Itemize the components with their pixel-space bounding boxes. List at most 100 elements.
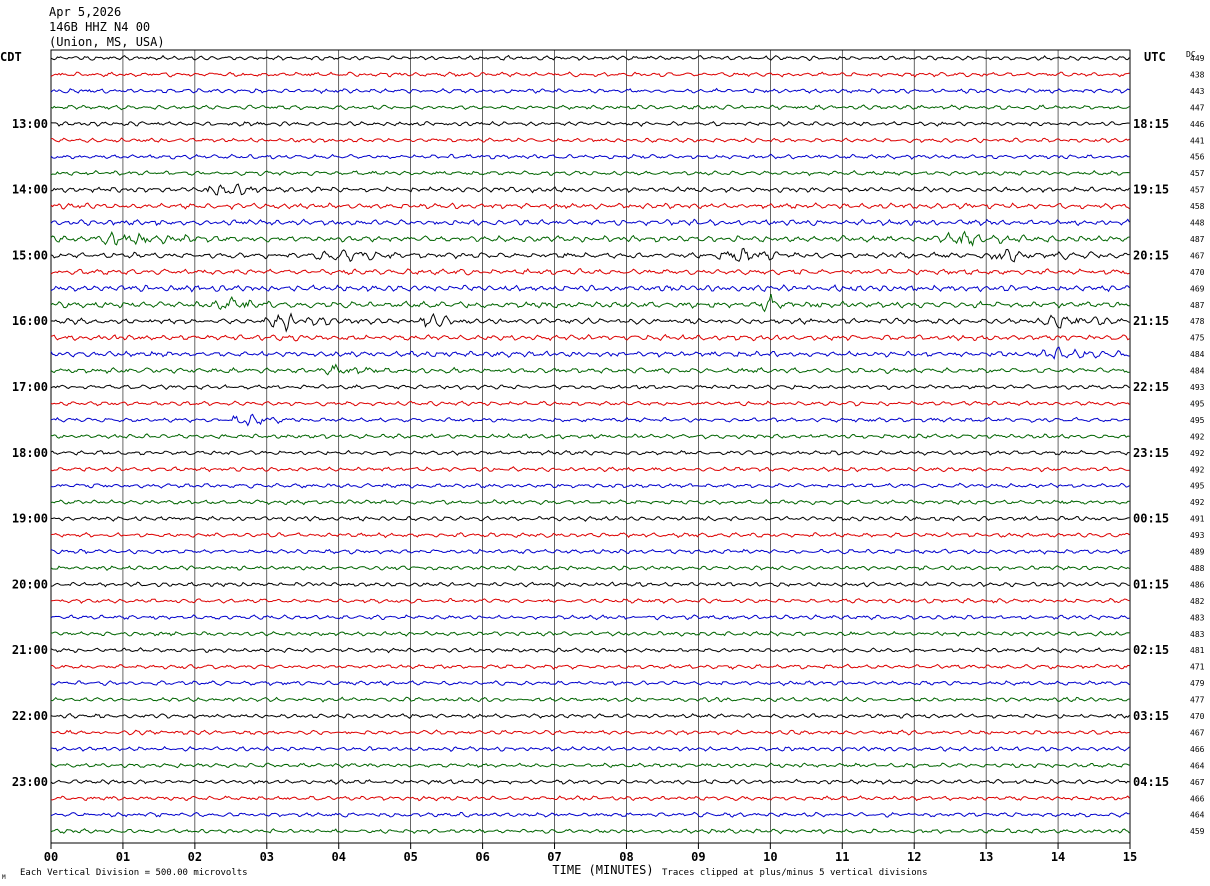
left-time-label: 19:00 [12,512,48,526]
left-axis-title: CDT [0,50,22,64]
trace-row-16 [50,312,1130,333]
x-tick-label: 14 [1051,850,1065,864]
dc-offset-label: 464 [1190,811,1205,820]
dc-offset-label: 447 [1190,103,1205,112]
header-station: 146B HHZ N4 00 [49,20,150,34]
trace-row-41 [50,729,1130,736]
trace-row-27 [50,499,1130,506]
right-time-label: 01:15 [1133,577,1169,591]
left-time-label: 17:00 [12,380,48,394]
left-time-labels: 13:00 14:00 15:00 16:00 17:00 18:00 19:00 20:00… [12,117,48,789]
trace-row-28 [50,515,1130,522]
left-time-label: 15:00 [12,248,48,262]
dc-offset-label: 495 [1190,416,1205,425]
x-tick-label: 15 [1123,850,1137,864]
left-time-label: 23:00 [12,775,48,789]
dc-offset-label: 495 [1190,399,1205,408]
dc-offset-label: 467 [1190,251,1205,260]
trace-row-8 [50,183,1130,196]
trace-row-36 [50,647,1130,654]
trace-row-26 [50,482,1130,489]
header-location: (Union, MS, USA) [49,35,165,49]
dc-offset-label: 484 [1190,367,1205,376]
trace-row-30 [50,548,1130,555]
dc-offset-label: 479 [1190,679,1205,688]
x-tick-label: 07 [547,850,561,864]
dc-offset-label: 449 [1190,54,1205,63]
trace-row-13 [50,268,1130,276]
trace-row-37 [50,663,1130,670]
dc-offset-label: 489 [1190,548,1205,557]
dc-offset-label: 487 [1190,235,1205,244]
chart-grid [50,49,1131,844]
trace-row-25 [50,466,1130,473]
dc-offset-label: 486 [1190,580,1205,589]
x-tick-label: 04 [332,850,346,864]
dc-offset-label: 470 [1190,712,1205,721]
trace-row-35 [51,630,1130,637]
trace-row-22 [50,413,1130,427]
x-tick-label: 00 [44,850,58,864]
dc-offset-label: 448 [1190,219,1205,228]
dc-offset-label: 495 [1190,482,1205,491]
trace-row-24 [50,449,1130,456]
left-time-label: 22:00 [12,709,48,723]
dc-offset-label: 457 [1190,186,1205,195]
clip-note: Traces clipped at plus/minus 5 vertical … [662,868,928,878]
trace-row-10 [50,218,1130,227]
dc-offset-label: 441 [1190,136,1205,145]
dc-offset-label: 477 [1190,696,1205,705]
trace-row-7 [50,169,1130,177]
right-time-label: 00:15 [1133,512,1169,526]
dc-offset-label: 470 [1190,268,1205,277]
trace-row-15 [50,293,1130,313]
header-date: Apr 5,2026 [49,5,121,19]
trace-row-19 [50,363,1130,376]
trace-row-18 [50,346,1130,360]
right-time-label: 23:15 [1133,446,1169,460]
trace-row-14 [50,284,1130,293]
trace-row-3 [50,104,1130,111]
trace-row-47 [50,828,1130,835]
dc-offset-label: 446 [1190,120,1205,129]
trace-row-6 [50,153,1130,160]
x-tick-label: 12 [907,850,921,864]
left-time-label: 14:00 [12,183,48,197]
trace-row-38 [50,680,1130,687]
x-tick-label: 13 [979,850,993,864]
plot-frame [50,49,1131,844]
dc-offset-label: 493 [1190,383,1205,392]
dc-offset-label: 456 [1190,153,1205,162]
trace-row-4 [50,120,1130,127]
corner-mark: M [2,874,6,881]
dc-offset-label: 471 [1190,663,1205,672]
scale-note: Each Vertical Division = 500.00 microvol… [20,868,248,878]
dc-offset-label: 493 [1190,531,1205,540]
dc-offset-label: 491 [1190,515,1205,524]
left-time-label: 18:00 [12,446,48,460]
right-time-labels: 18:15 19:15 20:15 21:15 22:15 23:15 00:15 01:15… [1133,117,1169,789]
trace-row-1 [50,71,1130,78]
trace-row-12 [50,247,1130,263]
right-time-label: 18:15 [1133,117,1169,131]
dc-offset-label: 467 [1190,778,1205,787]
trace-row-31 [50,565,1130,572]
trace-row-5 [51,137,1130,144]
trace-row-17 [50,333,1130,342]
dc-offset-labels: 449 438 443 447 446 441 456 457 457 458 448 487 467 4… [1190,54,1205,836]
right-time-label: 03:15 [1133,709,1169,723]
dc-offset-label: 481 [1190,646,1205,655]
dc-offset-label: 492 [1190,432,1205,441]
trace-row-46 [50,811,1130,818]
x-tick-label: 02 [188,850,202,864]
trace-row-23 [50,433,1130,440]
trace-row-44 [50,778,1130,785]
trace-row-2 [50,87,1130,95]
x-axis-title: TIME (MINUTES) [552,863,653,877]
trace-row-20 [50,384,1130,391]
trace-row-32 [50,581,1130,588]
dc-offset-label: 459 [1190,827,1205,836]
x-tick-label: 03 [260,850,274,864]
right-time-label: 04:15 [1133,775,1169,789]
